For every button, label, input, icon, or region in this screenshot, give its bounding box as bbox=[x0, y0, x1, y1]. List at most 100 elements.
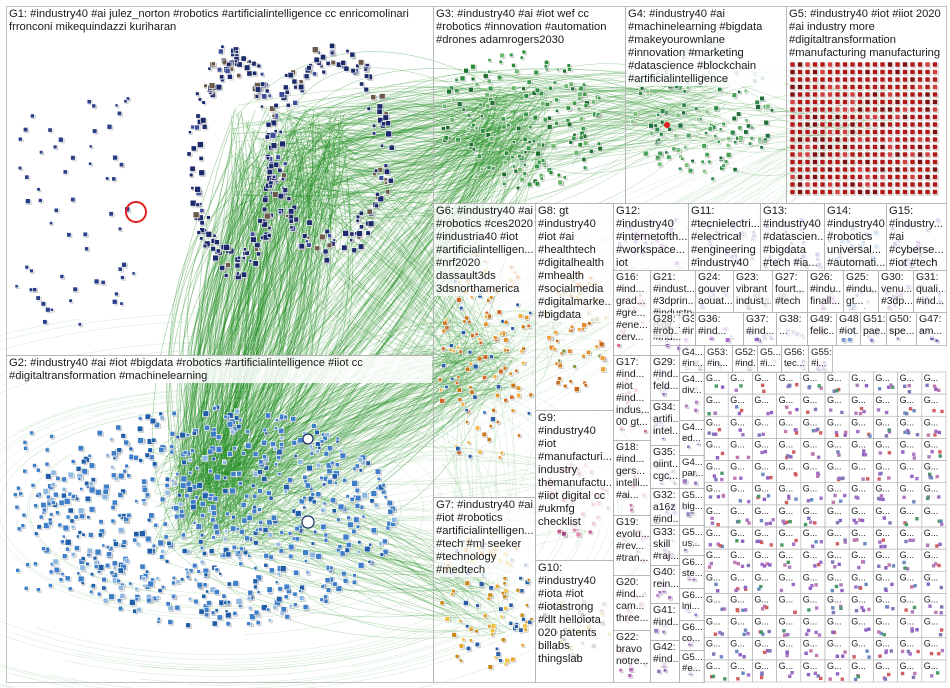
graph-node[interactable] bbox=[601, 601, 608, 608]
graph-node[interactable] bbox=[911, 675, 916, 680]
graph-node[interactable] bbox=[887, 114, 894, 121]
graph-node[interactable] bbox=[909, 174, 917, 181]
graph-node[interactable] bbox=[797, 181, 804, 189]
hub-node-g2[interactable] bbox=[302, 433, 314, 445]
graph-node[interactable] bbox=[812, 136, 819, 144]
graph-node[interactable] bbox=[835, 672, 840, 676]
graph-node[interactable] bbox=[872, 76, 879, 84]
graph-node[interactable] bbox=[804, 651, 808, 655]
graph-node[interactable] bbox=[77, 445, 85, 453]
graph-node[interactable] bbox=[828, 677, 832, 681]
graph-node[interactable] bbox=[214, 473, 222, 482]
graph-node[interactable] bbox=[118, 584, 125, 592]
graph-node[interactable] bbox=[883, 677, 888, 681]
graph-node[interactable] bbox=[879, 129, 887, 136]
graph-node[interactable] bbox=[223, 244, 231, 252]
graph-node[interactable] bbox=[819, 540, 823, 544]
graph-node[interactable] bbox=[857, 166, 864, 174]
graph-node[interactable] bbox=[915, 433, 920, 437]
graph-node[interactable] bbox=[907, 390, 912, 394]
graph-node[interactable] bbox=[882, 516, 886, 520]
graph-node[interactable] bbox=[887, 61, 894, 69]
graph-node[interactable] bbox=[764, 103, 772, 111]
graph-node[interactable] bbox=[668, 552, 676, 559]
graph-node[interactable] bbox=[839, 606, 843, 610]
graph-node[interactable] bbox=[173, 505, 181, 513]
graph-node[interactable] bbox=[550, 143, 558, 150]
graph-node[interactable] bbox=[887, 84, 894, 91]
graph-node[interactable] bbox=[827, 189, 834, 196]
graph-node[interactable] bbox=[794, 431, 799, 435]
graph-node[interactable] bbox=[149, 417, 157, 426]
graph-node[interactable] bbox=[578, 85, 585, 93]
graph-node[interactable] bbox=[648, 219, 655, 227]
graph-node[interactable] bbox=[842, 61, 849, 69]
graph-node[interactable] bbox=[924, 181, 932, 189]
graph-node[interactable] bbox=[738, 653, 742, 657]
graph-node[interactable] bbox=[739, 384, 743, 388]
graph-node[interactable] bbox=[904, 539, 908, 544]
graph-node[interactable] bbox=[827, 91, 834, 99]
graph-node[interactable] bbox=[213, 589, 221, 596]
graph-node[interactable] bbox=[909, 76, 917, 84]
graph-node[interactable] bbox=[600, 366, 607, 373]
graph-node[interactable] bbox=[709, 78, 716, 85]
graph-node[interactable] bbox=[879, 544, 883, 549]
graph-node[interactable] bbox=[780, 543, 784, 547]
graph-node[interactable] bbox=[164, 489, 172, 497]
graph-node[interactable] bbox=[855, 383, 859, 387]
graph-node[interactable] bbox=[439, 398, 446, 405]
graph-node[interactable] bbox=[804, 144, 812, 151]
graph-node[interactable] bbox=[291, 78, 299, 86]
graph-node[interactable] bbox=[167, 619, 175, 626]
graph-node[interactable] bbox=[913, 671, 917, 676]
graph-node[interactable] bbox=[504, 657, 511, 665]
graph-node[interactable] bbox=[234, 408, 241, 416]
graph-node[interactable] bbox=[246, 514, 254, 522]
graph-node[interactable] bbox=[762, 650, 767, 655]
graph-node[interactable] bbox=[196, 482, 204, 490]
graph-node[interactable] bbox=[785, 520, 789, 524]
graph-node[interactable] bbox=[797, 106, 804, 114]
graph-node[interactable] bbox=[827, 166, 834, 174]
graph-node[interactable] bbox=[790, 671, 794, 675]
graph-node[interactable] bbox=[835, 521, 840, 525]
graph-node[interactable] bbox=[935, 671, 940, 675]
graph-node[interactable] bbox=[713, 632, 718, 636]
graph-node[interactable] bbox=[782, 629, 786, 633]
graph-node[interactable] bbox=[812, 189, 819, 196]
graph-node[interactable] bbox=[915, 628, 919, 632]
graph-node[interactable] bbox=[910, 610, 915, 614]
graph-node[interactable] bbox=[804, 129, 812, 136]
graph-node[interactable] bbox=[934, 387, 938, 391]
graph-node[interactable] bbox=[913, 584, 917, 588]
graph-node[interactable] bbox=[232, 580, 240, 588]
graph-node[interactable] bbox=[180, 475, 189, 484]
graph-node[interactable] bbox=[924, 99, 932, 106]
graph-node[interactable] bbox=[391, 516, 399, 524]
graph-node[interactable] bbox=[864, 189, 872, 196]
graph-node[interactable] bbox=[488, 136, 496, 143]
graph-node[interactable] bbox=[902, 151, 909, 159]
graph-node[interactable] bbox=[716, 495, 721, 499]
graph-node[interactable] bbox=[873, 230, 880, 237]
graph-node[interactable] bbox=[25, 198, 32, 205]
graph-node[interactable] bbox=[909, 166, 917, 174]
graph-node[interactable] bbox=[849, 136, 857, 144]
graph-node[interactable] bbox=[64, 575, 72, 582]
graph-node[interactable] bbox=[789, 114, 797, 121]
graph-node[interactable] bbox=[906, 431, 911, 435]
graph-node[interactable] bbox=[106, 124, 114, 131]
graph-node[interactable] bbox=[119, 593, 127, 600]
graph-node[interactable] bbox=[927, 455, 931, 459]
graph-node[interactable] bbox=[930, 450, 934, 454]
graph-node[interactable] bbox=[834, 99, 842, 106]
graph-node[interactable] bbox=[279, 140, 287, 149]
graph-node[interactable] bbox=[287, 208, 296, 216]
graph-node[interactable] bbox=[222, 488, 230, 495]
graph-node[interactable] bbox=[370, 527, 378, 535]
graph-node[interactable] bbox=[924, 136, 932, 144]
graph-node[interactable] bbox=[902, 129, 909, 136]
graph-node[interactable] bbox=[709, 561, 713, 566]
graph-node[interactable] bbox=[894, 159, 902, 166]
